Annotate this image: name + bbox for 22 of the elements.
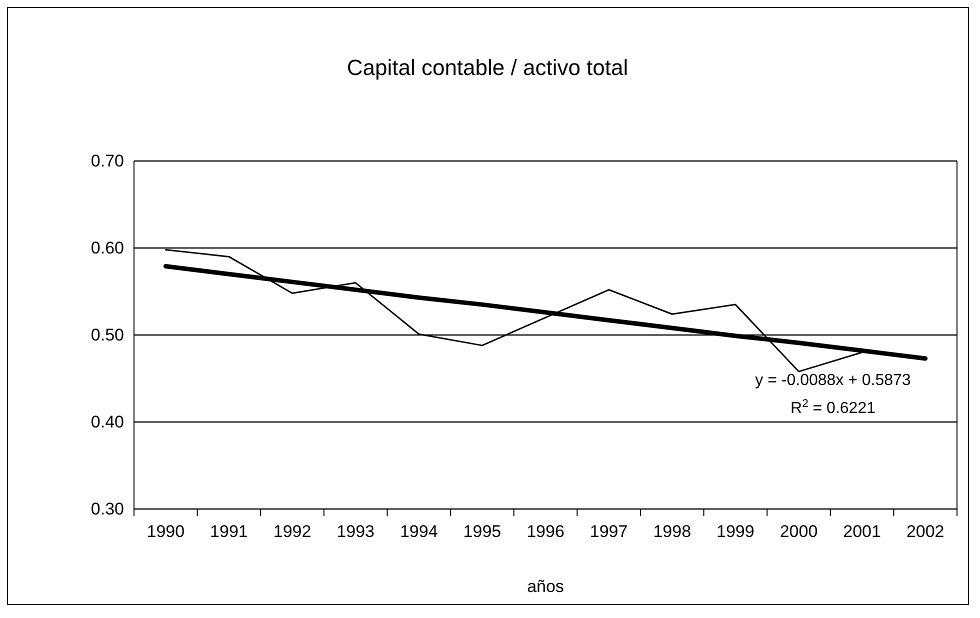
y-tick-label: 0.30 xyxy=(90,499,124,518)
y-tick-label: 0.40 xyxy=(90,412,124,432)
x-tick-label: 1997 xyxy=(590,522,628,542)
x-tick-label: 1994 xyxy=(400,522,438,542)
annotation: y = -0.0088x + 0.5873 xyxy=(755,372,911,389)
x-tick-label: 1995 xyxy=(463,522,502,542)
x-tick-label: 1992 xyxy=(273,522,312,542)
x-tick-label: 1998 xyxy=(653,522,692,542)
x-tick-label: 1991 xyxy=(210,522,248,542)
x-tick-label: 1993 xyxy=(336,522,374,542)
chart-title: Capital contable / activo total xyxy=(346,55,628,80)
x-tick-label: 2001 xyxy=(843,522,881,542)
x-axis-title: años xyxy=(527,577,564,596)
y-tick-label: 0.60 xyxy=(90,238,124,258)
x-tick-label: 1990 xyxy=(146,522,185,542)
y-tick-label: 0.70 xyxy=(90,151,124,170)
y-tick-label: 0.50 xyxy=(90,325,124,344)
x-tick-label: 2002 xyxy=(906,522,944,542)
x-tick-label: 2000 xyxy=(780,522,818,542)
x-tick-label: 1996 xyxy=(526,522,564,542)
annotation: R$^{2}$ = 0.6221 xyxy=(790,398,876,417)
x-tick-label: 1999 xyxy=(716,522,754,542)
